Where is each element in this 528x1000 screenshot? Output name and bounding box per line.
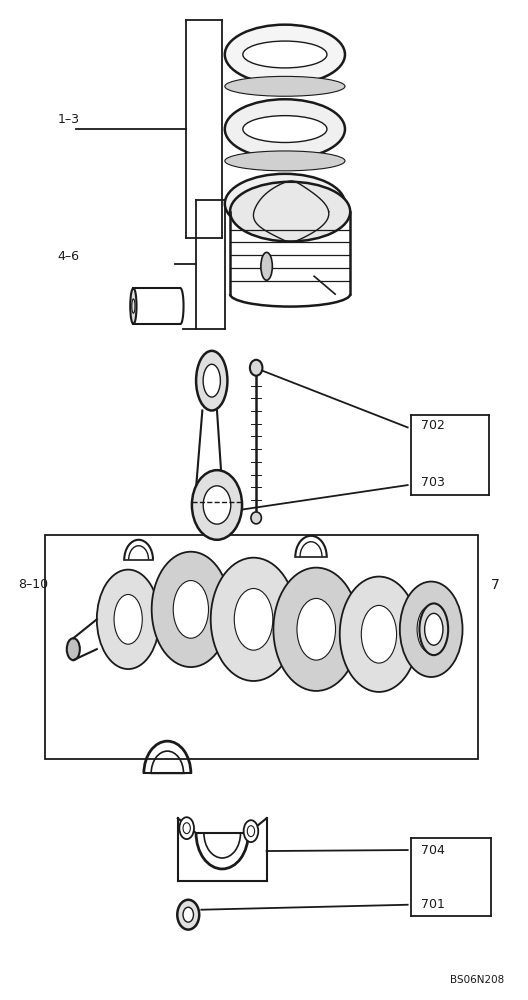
Text: 8–10: 8–10	[18, 578, 49, 591]
Ellipse shape	[250, 360, 262, 376]
Ellipse shape	[243, 820, 258, 842]
Ellipse shape	[425, 613, 443, 645]
Text: 7: 7	[491, 578, 500, 592]
Ellipse shape	[400, 582, 463, 677]
Text: 703: 703	[421, 476, 445, 489]
Ellipse shape	[180, 817, 194, 839]
Ellipse shape	[251, 512, 261, 524]
Text: CRANKSHAFT: CRANKSHAFT	[237, 609, 312, 619]
Text: 704: 704	[421, 844, 445, 857]
Ellipse shape	[225, 151, 345, 171]
Ellipse shape	[97, 570, 159, 669]
Ellipse shape	[361, 605, 397, 663]
Text: 1–3: 1–3	[58, 113, 80, 126]
Ellipse shape	[203, 364, 220, 397]
Ellipse shape	[297, 598, 335, 660]
Ellipse shape	[225, 25, 345, 84]
Text: 702: 702	[421, 419, 445, 432]
Ellipse shape	[225, 99, 345, 159]
Ellipse shape	[225, 174, 345, 233]
Ellipse shape	[225, 76, 345, 96]
Ellipse shape	[152, 552, 230, 667]
Ellipse shape	[130, 288, 137, 324]
Ellipse shape	[419, 603, 448, 655]
Ellipse shape	[417, 605, 445, 653]
Ellipse shape	[183, 907, 193, 922]
Ellipse shape	[67, 638, 80, 660]
Ellipse shape	[196, 351, 228, 410]
Ellipse shape	[211, 558, 296, 681]
Ellipse shape	[114, 594, 142, 644]
Ellipse shape	[203, 486, 231, 524]
Bar	[44, 535, 478, 759]
Text: BS06N208: BS06N208	[450, 975, 504, 985]
Ellipse shape	[261, 252, 272, 280]
Ellipse shape	[173, 581, 209, 638]
Ellipse shape	[230, 182, 350, 241]
Ellipse shape	[243, 190, 327, 217]
Text: 701: 701	[421, 898, 445, 911]
Ellipse shape	[340, 577, 418, 692]
Ellipse shape	[243, 116, 327, 142]
Ellipse shape	[274, 568, 359, 691]
Ellipse shape	[192, 470, 242, 540]
Ellipse shape	[234, 589, 273, 650]
Text: 4–6: 4–6	[58, 250, 80, 263]
Ellipse shape	[177, 900, 199, 930]
Ellipse shape	[243, 41, 327, 68]
